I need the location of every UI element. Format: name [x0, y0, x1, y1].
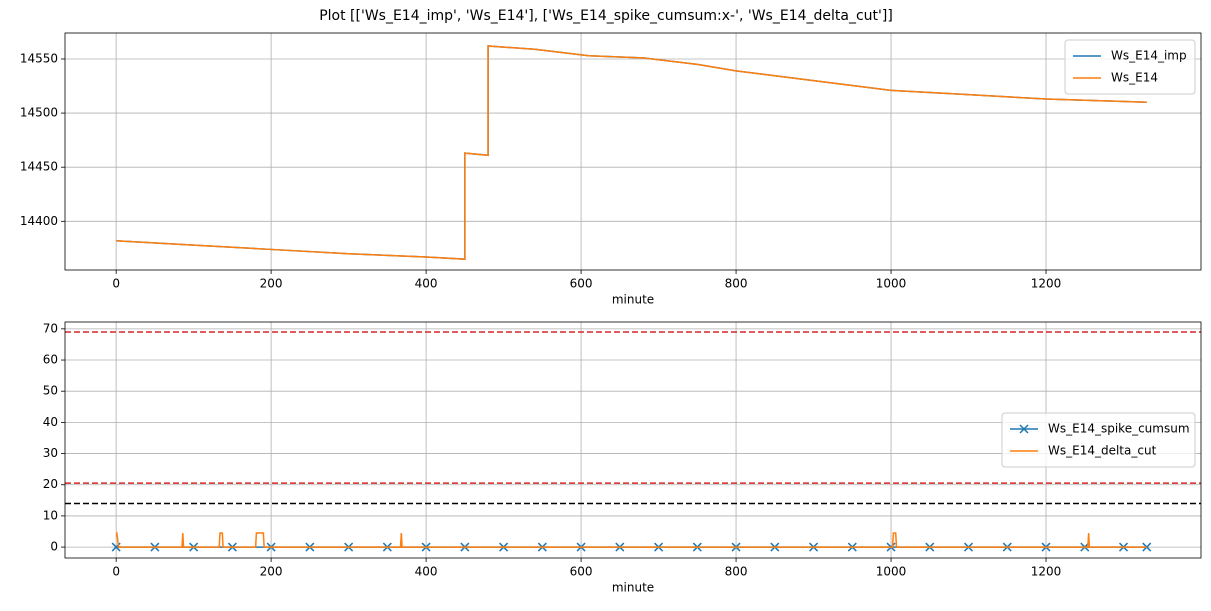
y-tick-label: 10 — [43, 508, 58, 522]
y-tick-label: 70 — [43, 321, 58, 335]
axes: 0 200 400 600 800 1000 1200 14400 14450 14500 1455… — [20, 32, 1202, 307]
x-tick-label: 800 — [725, 565, 748, 579]
legend-label: Ws_E14_spike_cumsum — [1048, 422, 1190, 436]
legend-label: Ws_E14_imp — [1111, 49, 1187, 63]
y-tick-label: 14450 — [20, 160, 58, 174]
y-tick-label: 14400 — [20, 214, 58, 228]
x-tick-label: 600 — [570, 565, 593, 579]
legend-box — [1001, 412, 1196, 468]
x-tick-label: 200 — [260, 565, 283, 579]
axes-frame — [64, 321, 1202, 559]
x-axis-label: minute — [612, 581, 654, 595]
legend: Ws_E14_spike_cumsum Ws_E14_delta_cut — [1001, 412, 1196, 468]
x-tick-label: 1000 — [876, 277, 907, 291]
x-tick-label: 200 — [260, 277, 283, 291]
axes-frame — [64, 32, 1202, 271]
y-tick-label: 40 — [43, 415, 58, 429]
legend-label: Ws_E14 — [1111, 71, 1158, 85]
x-tick-label: 0 — [112, 277, 120, 291]
figure-title: Plot [['Ws_E14_imp', 'Ws_E14'], ['Ws_E14… — [319, 8, 893, 24]
legend-box — [1064, 39, 1196, 95]
x-tick-label: 0 — [112, 565, 120, 579]
x-tick-label: 1200 — [1031, 277, 1062, 291]
x-tick-label: 1200 — [1031, 565, 1062, 579]
x-tick-label: 600 — [570, 277, 593, 291]
x-tick-label: 400 — [415, 277, 438, 291]
y-tick-label: 14550 — [20, 51, 58, 65]
y-tick-label: 20 — [43, 477, 58, 491]
legend: Ws_E14_imp Ws_E14 — [1064, 39, 1196, 95]
y-tick-label: 14500 — [20, 106, 58, 120]
series-line — [116, 532, 1147, 548]
series-line — [116, 45, 1147, 260]
y-tick-label: 60 — [43, 353, 58, 367]
x-tick-label: 1000 — [876, 565, 907, 579]
y-tick-label: 30 — [43, 446, 58, 460]
y-tick-label: 50 — [43, 384, 58, 398]
y-tick-label: 0 — [50, 540, 58, 554]
axes: 0 200 400 600 800 1000 1200 0 10 20 30 40 50 60 70 minu… — [43, 321, 1202, 595]
legend-label: Ws_E14_delta_cut — [1048, 444, 1157, 458]
x-axis-label: minute — [612, 293, 654, 307]
marker — [1142, 542, 1152, 552]
x-tick-label: 800 — [725, 277, 748, 291]
x-tick-label: 400 — [415, 565, 438, 579]
marker — [1019, 424, 1029, 434]
